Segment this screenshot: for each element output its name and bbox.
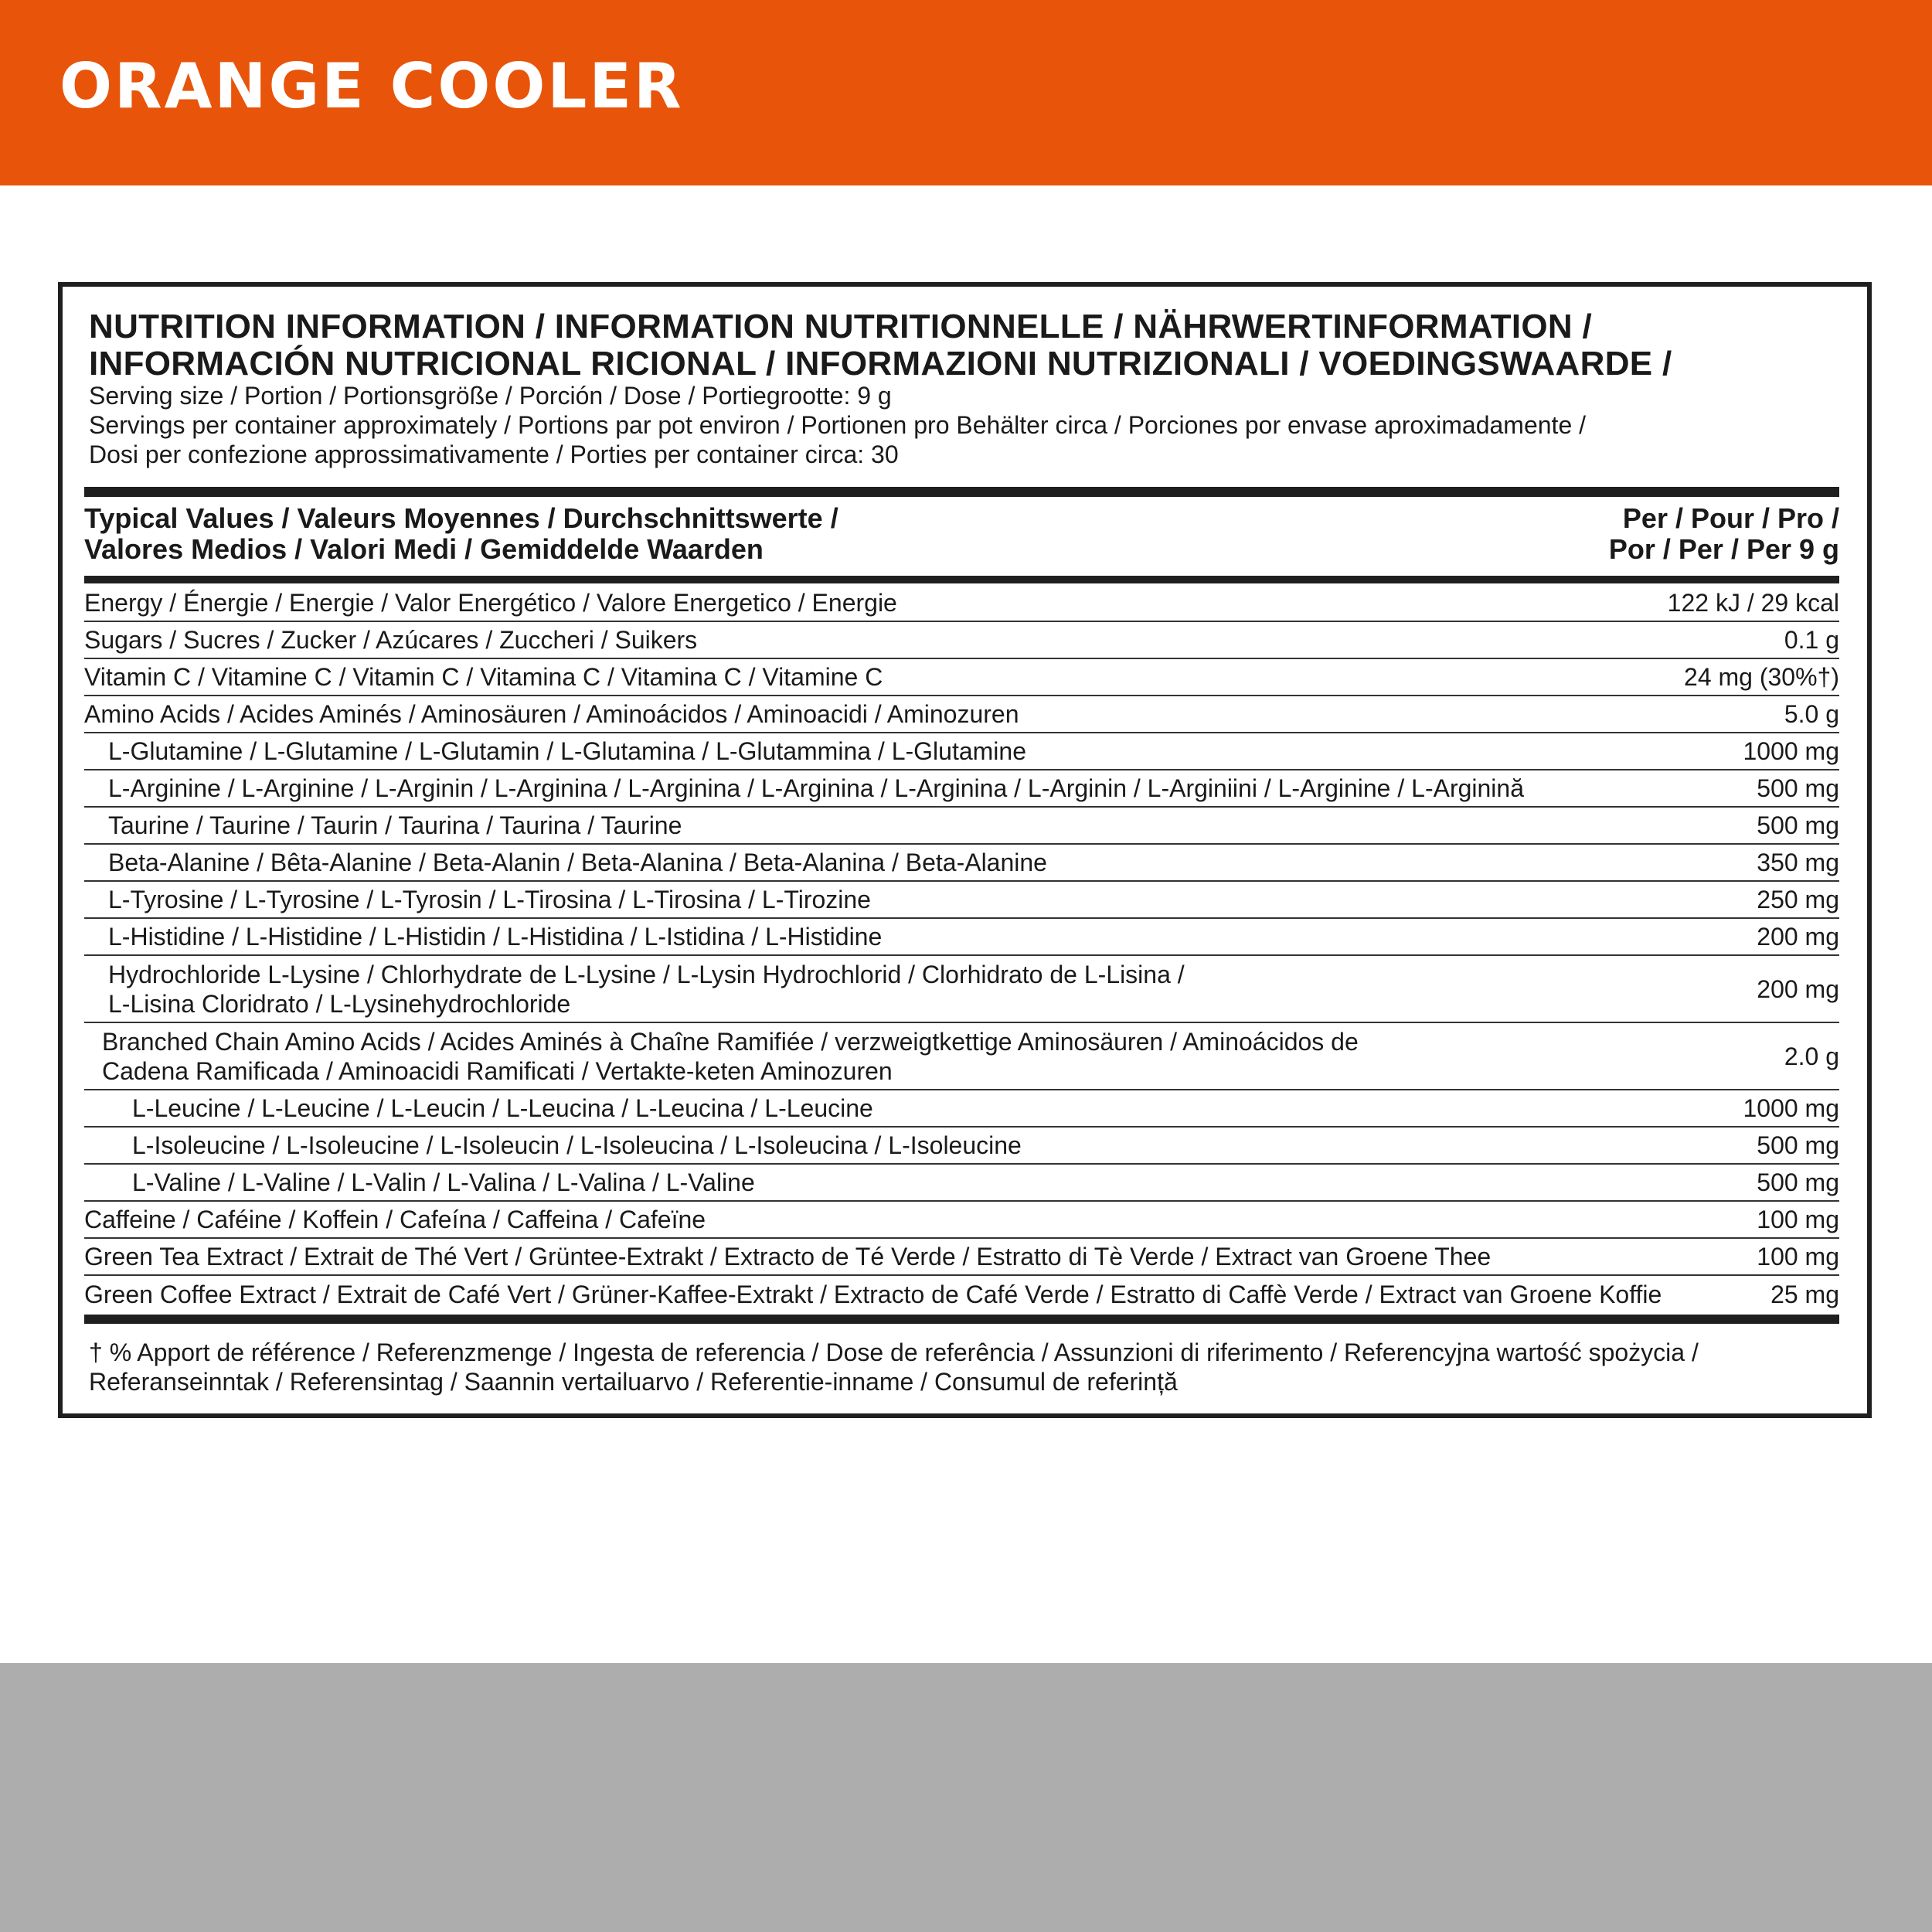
table-row: L-Valine / L-Valine / L-Valin / L-Valina… (84, 1165, 1839, 1202)
nutrient-label: Vitamin C / Vitamine C / Vitamin C / Vit… (84, 663, 883, 691)
table-row: L-Leucine / L-Leucine / L-Leucin / L-Leu… (84, 1090, 1839, 1128)
table-row: L-Arginine / L-Arginine / L-Arginin / L-… (84, 770, 1839, 808)
table-row: Amino Acids / Acides Aminés / Aminosäure… (84, 696, 1839, 733)
nutrient-label: Hydrochloride L-Lysine / Chlorhydrate de… (108, 960, 1185, 1018)
nutrient-label: Green Coffee Extract / Extrait de Café V… (84, 1281, 1662, 1308)
nutrient-value: 100 mg (1757, 1206, 1839, 1233)
nutrient-value: 5.0 g (1784, 700, 1839, 728)
panel-title-line2: INFORMACIÓN NUTRICIONAL RICIONAL / INFOR… (89, 345, 1672, 383)
nutrient-label: Sugars / Sucres / Zucker / Azúcares / Zu… (84, 626, 698, 654)
nutrient-value: 100 mg (1757, 1243, 1839, 1270)
nutrient-label: L-Histidine / L-Histidine / L-Histidin /… (108, 923, 883, 951)
flavor-title: ORANGE COOLER (60, 50, 684, 122)
nutrient-value: 122 kJ / 29 kcal (1667, 589, 1839, 617)
column-label-line2: Valores Medios / Valori Medi / Gemiddeld… (84, 533, 764, 565)
nutrient-label: Branched Chain Amino Acids / Acides Amin… (102, 1027, 1359, 1085)
divider-thick (84, 487, 1839, 497)
column-value-header: Per / Pour / Pro / Por / Per / Per 9 g (1609, 503, 1839, 565)
table-row: L-Histidine / L-Histidine / L-Histidin /… (84, 919, 1839, 956)
nutrition-panel: NUTRITION INFORMATION / INFORMATION NUTR… (58, 282, 1872, 1418)
nutrient-label: L-Leucine / L-Leucine / L-Leucin / L-Leu… (132, 1094, 873, 1122)
nutrient-value: 500 mg (1757, 1131, 1839, 1159)
nutrient-label: Energy / Énergie / Energie / Valor Energ… (84, 589, 897, 617)
footnote: † % Apport de référence / Referenzmenge … (89, 1338, 1699, 1396)
serving-info: Serving size / Portion / Portionsgröße /… (89, 381, 1586, 469)
nutrient-value: 1000 mg (1743, 737, 1839, 765)
table-header: Typical Values / Valeurs Moyennes / Durc… (84, 503, 1839, 565)
nutrient-label: L-Arginine / L-Arginine / L-Arginin / L-… (108, 774, 1524, 802)
table-row: L-Tyrosine / L-Tyrosine / L-Tyrosin / L-… (84, 882, 1839, 919)
table-row: Green Tea Extract / Extrait de Thé Vert … (84, 1239, 1839, 1276)
nutrient-value: 24 mg (30%†) (1684, 663, 1839, 691)
nutrient-label: L-Valine / L-Valine / L-Valin / L-Valina… (132, 1168, 755, 1196)
table-row: Green Coffee Extract / Extrait de Café V… (84, 1276, 1839, 1313)
table-row: Vitamin C / Vitamine C / Vitamin C / Vit… (84, 659, 1839, 696)
table-row: Hydrochloride L-Lysine / Chlorhydrate de… (84, 956, 1839, 1023)
nutrient-label: Caffeine / Caféine / Koffein / Cafeína /… (84, 1206, 706, 1233)
nutrient-value: 500 mg (1757, 811, 1839, 839)
nutrient-label: Beta-Alanine / Bêta-Alanine / Beta-Alani… (108, 849, 1047, 876)
nutrient-value: 200 mg (1757, 923, 1839, 951)
panel-title: NUTRITION INFORMATION / INFORMATION NUTR… (89, 308, 1672, 383)
nutrient-value: 350 mg (1757, 849, 1839, 876)
nutrient-label: L-Glutamine / L-Glutamine / L-Glutamin /… (108, 737, 1026, 765)
table-row: Energy / Énergie / Energie / Valor Energ… (84, 585, 1839, 622)
nutrient-value: 500 mg (1757, 774, 1839, 802)
table-row: Caffeine / Caféine / Koffein / Cafeína /… (84, 1202, 1839, 1239)
nutrient-label: Green Tea Extract / Extrait de Thé Vert … (84, 1243, 1492, 1270)
table-row: L-Glutamine / L-Glutamine / L-Glutamin /… (84, 733, 1839, 770)
nutrient-value: 1000 mg (1743, 1094, 1839, 1122)
nutrient-value: 2.0 g (1784, 1042, 1839, 1070)
flavor-banner: ORANGE COOLER (0, 0, 1932, 185)
table-row: Beta-Alanine / Bêta-Alanine / Beta-Alani… (84, 845, 1839, 882)
column-value-line2: Por / Per / Per 9 g (1608, 533, 1839, 565)
column-label-line1: Typical Values / Valeurs Moyennes / Durc… (84, 502, 838, 534)
table-row: Sugars / Sucres / Zucker / Azúcares / Zu… (84, 622, 1839, 659)
nutrient-value: 250 mg (1757, 886, 1839, 913)
nutrient-table: Energy / Énergie / Energie / Valor Energ… (84, 585, 1839, 1313)
footer-band (0, 1663, 1932, 1932)
nutrient-label: L-Isoleucine / L-Isoleucine / L-Isoleuci… (132, 1131, 1022, 1159)
nutrient-label: L-Tyrosine / L-Tyrosine / L-Tyrosin / L-… (108, 886, 871, 913)
nutrient-value: 500 mg (1757, 1168, 1839, 1196)
table-row: L-Isoleucine / L-Isoleucine / L-Isoleuci… (84, 1128, 1839, 1165)
table-row: Branched Chain Amino Acids / Acides Amin… (84, 1023, 1839, 1090)
nutrient-value: 200 mg (1757, 975, 1839, 1003)
servings-per-container: Servings per container approximately / P… (89, 411, 1587, 439)
divider-thick (84, 576, 1839, 583)
serving-size: Serving size / Portion / Portionsgröße /… (89, 382, 892, 410)
column-value-line1: Per / Pour / Pro / (1622, 502, 1839, 534)
servings-per-container-cont: Dosi per confezione approssimativamente … (89, 440, 899, 468)
nutrient-value: 25 mg (1770, 1281, 1839, 1308)
nutrient-label: Amino Acids / Acides Aminés / Aminosäure… (84, 700, 1019, 728)
column-label: Typical Values / Valeurs Moyennes / Durc… (84, 503, 1839, 565)
table-row: Taurine / Taurine / Taurin / Taurina / T… (84, 808, 1839, 845)
nutrient-value: 0.1 g (1784, 626, 1839, 654)
nutrient-label: Taurine / Taurine / Taurin / Taurina / T… (108, 811, 682, 839)
divider-thick (84, 1315, 1839, 1324)
panel-title-line1: NUTRITION INFORMATION / INFORMATION NUTR… (89, 308, 1592, 345)
